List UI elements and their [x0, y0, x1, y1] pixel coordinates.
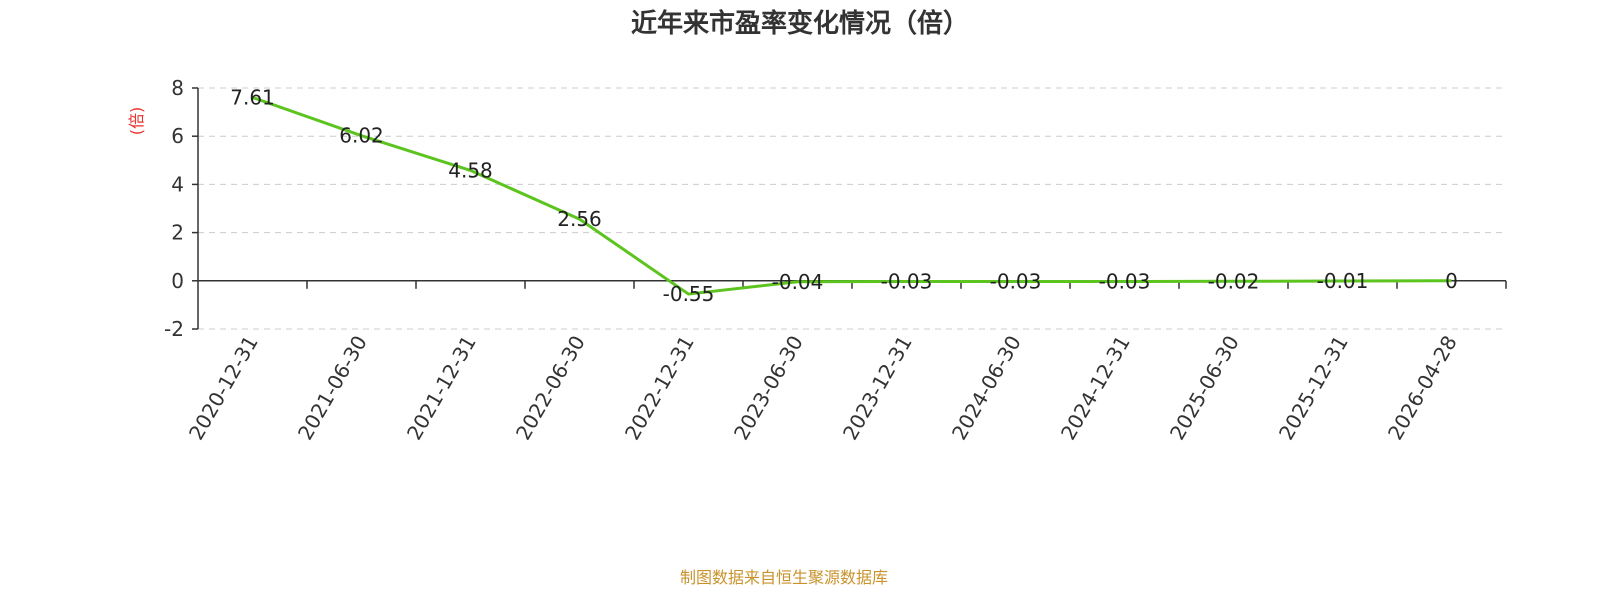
x-tick-label: 2024-12-31 [1056, 331, 1135, 444]
data-label: -0.04 [772, 270, 824, 294]
chart-title: 近年来市盈率变化情况（倍） [631, 8, 969, 39]
y-tick-label: 6 [171, 124, 184, 148]
x-tick-label: 2021-06-30 [293, 331, 372, 444]
y-tick-label: 4 [171, 172, 184, 196]
data-label: -0.01 [1317, 269, 1369, 293]
y-tick-label: 8 [171, 76, 184, 100]
x-tick-label: 2024-06-30 [947, 331, 1026, 444]
data-label: -0.55 [663, 282, 715, 306]
x-tick-label: 2022-06-30 [511, 331, 590, 444]
data-label: 0 [1445, 269, 1458, 293]
x-tick-label: 2025-12-31 [1274, 331, 1353, 444]
y-tick-label: 0 [171, 269, 184, 293]
x-tick-label: 2026-04-28 [1383, 331, 1462, 444]
data-label: 7.61 [230, 85, 275, 109]
x-tick-label: 2021-12-31 [402, 331, 481, 444]
grid-lines [198, 87, 1506, 330]
data-label: -0.03 [1099, 270, 1151, 294]
data-labels: 7.61 6.02 4.58 2.56 -0.55 -0.04 -0.03 -0.03 -0.0… [230, 85, 1458, 306]
x-tick-label: 2022-12-31 [620, 331, 699, 444]
data-label: -0.03 [990, 270, 1042, 294]
series-line [252, 95, 1452, 296]
series-line-group [252, 95, 1452, 296]
x-axis-ticks: 2020-12-31 2021-06-30 2021-12-31 2022-06-30… [184, 331, 1462, 444]
y-axis-ticks: -2 0 2 4 6 8 [164, 76, 198, 341]
source-note: 制图数据来自恒生聚源数据库 [680, 568, 888, 587]
x-tick-label: 2023-12-31 [838, 331, 917, 444]
x-tick-label: 2025-06-30 [1165, 331, 1244, 444]
y-axis-label: (倍) [127, 107, 146, 136]
data-label: -0.02 [1208, 269, 1260, 293]
x-tick-label: 2023-06-30 [729, 331, 808, 444]
y-tick-label: -2 [164, 317, 184, 341]
data-label: 6.02 [339, 124, 384, 148]
data-label: -0.03 [881, 270, 933, 294]
data-label: 4.58 [448, 158, 493, 182]
x-tick-label: 2020-12-31 [184, 331, 263, 444]
data-label: 2.56 [557, 207, 602, 231]
axes [197, 88, 1507, 329]
y-tick-label: 2 [171, 221, 184, 245]
